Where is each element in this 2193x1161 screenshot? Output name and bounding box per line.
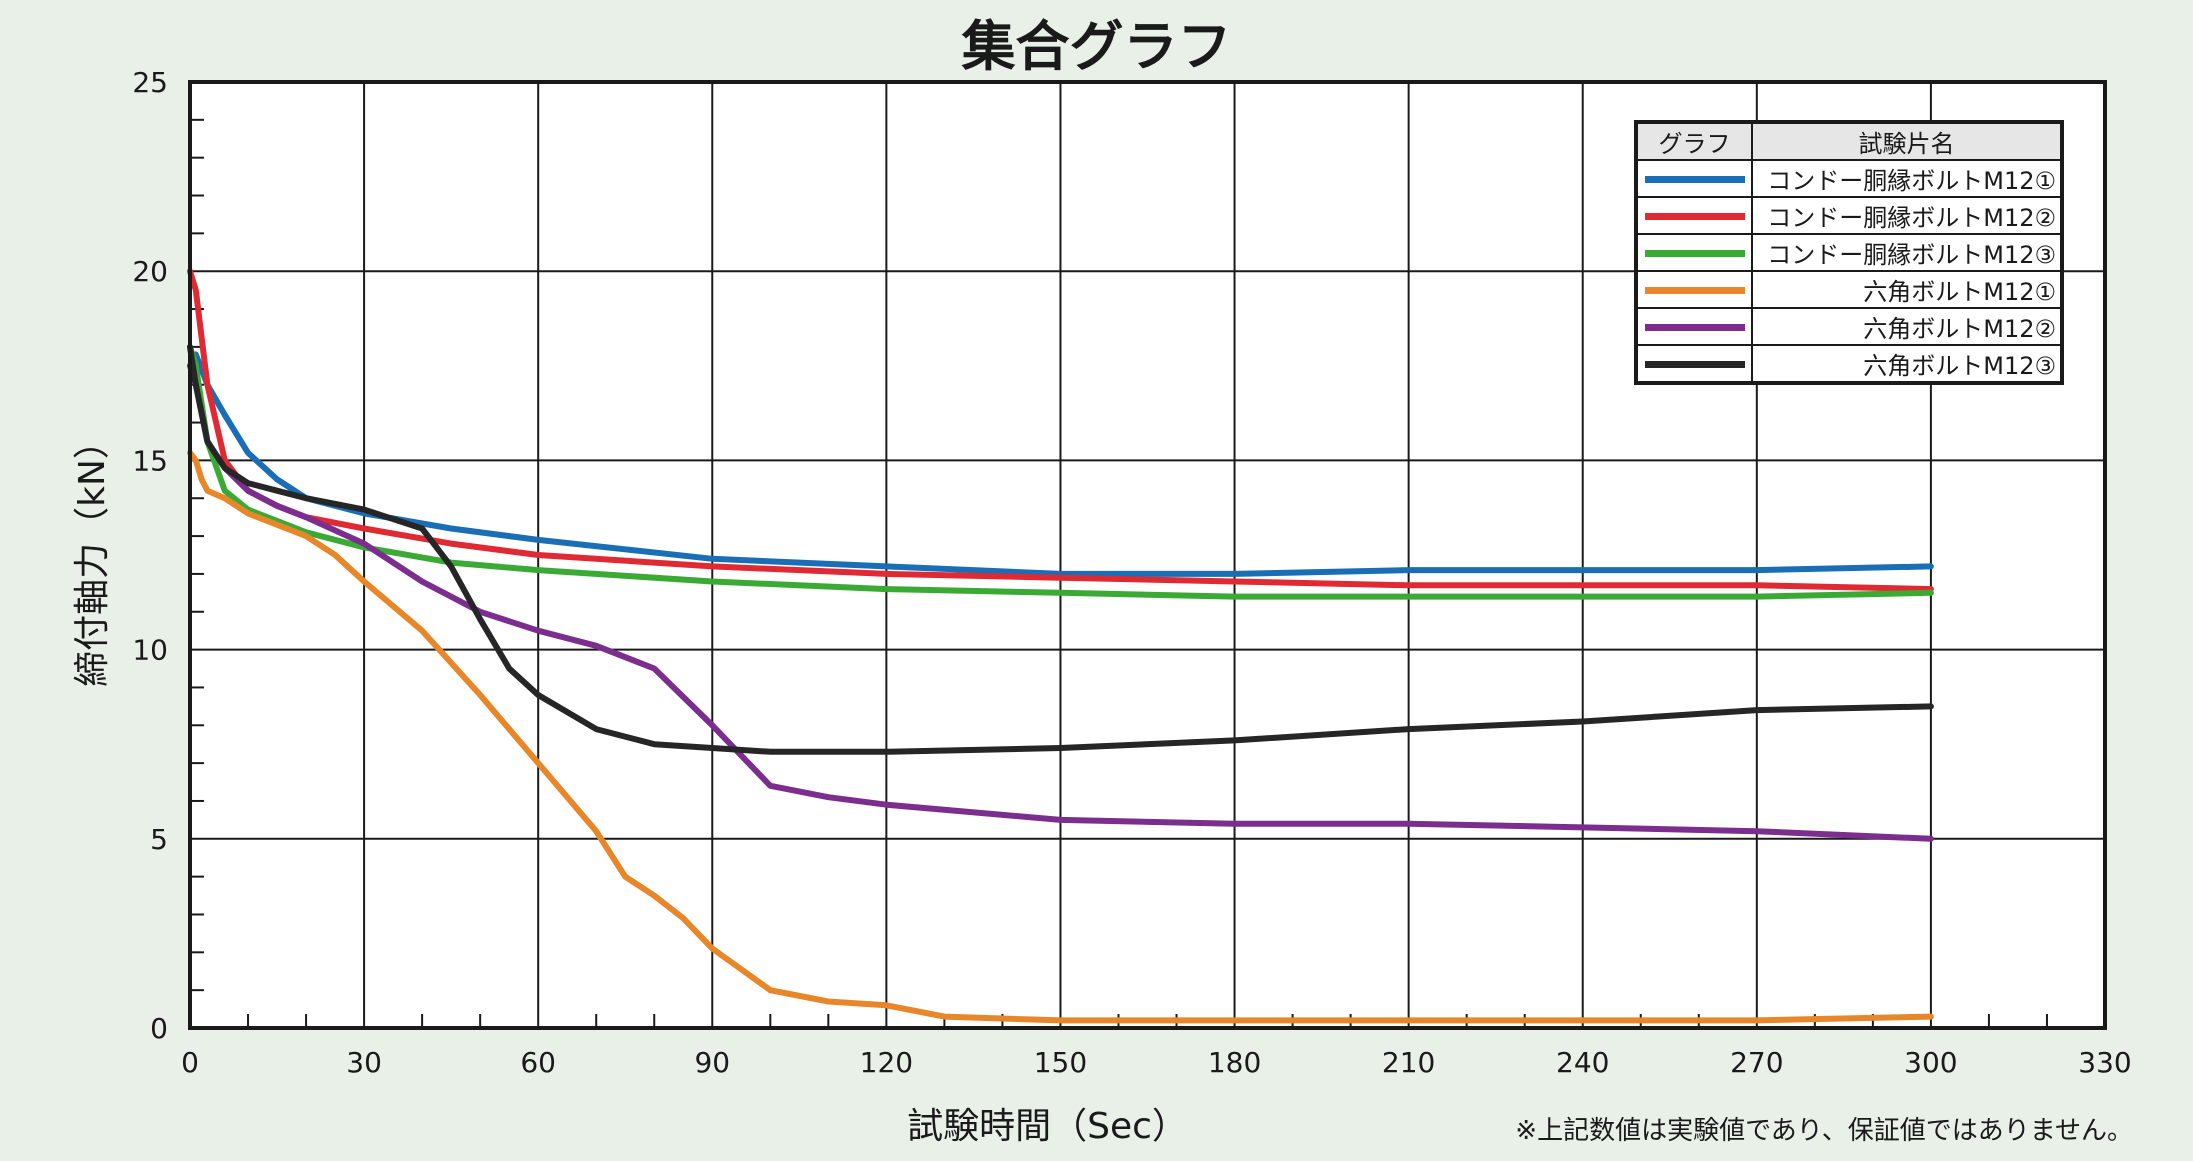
legend-swatch [1644, 213, 1745, 220]
legend-row: 六角ボルトM12① [1635, 270, 2063, 309]
y-tick-label: 10 [132, 634, 168, 667]
legend-row: 六角ボルトM12② [1635, 307, 2063, 346]
y-tick-label: 5 [150, 823, 168, 856]
legend-swatch [1644, 361, 1745, 368]
series-line-6 [187, 343, 1934, 755]
legend-label: コンドー胴縁ボルトM12③ [1751, 233, 2063, 272]
y-tick-label: 15 [132, 444, 168, 477]
x-tick-label: 60 [520, 1046, 556, 1079]
legend-swatch-cell [1635, 270, 1753, 309]
y-tick-label: 20 [132, 255, 168, 288]
x-tick-label: 0 [181, 1046, 199, 1079]
legend-row: コンドー胴縁ボルトM12③ [1635, 233, 2063, 272]
y-tick-label: 0 [150, 1012, 168, 1045]
legend-label: 六角ボルトM12① [1751, 270, 2063, 309]
legend-label: コンドー胴縁ボルトM12① [1751, 159, 2063, 198]
legend-swatch [1644, 287, 1745, 294]
legend: グラフ 試験片名 コンドー胴縁ボルトM12① コンドー胴縁ボルトM12② コンドー胴… [1634, 120, 2064, 385]
series-line-4 [187, 449, 1934, 1024]
legend-header-swatch: グラフ [1635, 121, 1753, 161]
legend-swatch [1644, 324, 1745, 331]
footnote: ※上記数値は実験値であり、保証値ではありません。 [1515, 1116, 2133, 1146]
legend-swatch-cell [1635, 159, 1753, 198]
x-tick-label: 300 [1904, 1046, 1957, 1079]
series-line-5 [187, 362, 1934, 842]
x-tick-label: 330 [2078, 1046, 2131, 1079]
plot-frame [188, 80, 2107, 1030]
series-line-1 [187, 351, 1934, 577]
x-tick-label: 30 [346, 1046, 382, 1079]
y-tick-label: 25 [132, 66, 168, 99]
legend-swatch-cell [1635, 196, 1753, 235]
legend-swatch [1644, 250, 1745, 257]
x-axis-label: 試験時間（Sec） [907, 1106, 1188, 1147]
x-tick-label: 210 [1382, 1046, 1435, 1079]
legend-label: 六角ボルトM12② [1751, 307, 2063, 346]
legend-row: 六角ボルトM12③ [1635, 344, 2063, 384]
x-tick-label: 180 [1208, 1046, 1261, 1079]
legend-label: コンドー胴縁ボルトM12② [1751, 196, 2063, 235]
legend-swatch-cell [1635, 307, 1753, 346]
legend-row: コンドー胴縁ボルトM12② [1635, 196, 2063, 235]
x-tick-label: 120 [860, 1046, 913, 1079]
legend-swatch [1644, 176, 1745, 183]
x-tick-label: 270 [1730, 1046, 1783, 1079]
legend-swatch-cell [1635, 233, 1753, 272]
x-tick-label: 150 [1034, 1046, 1087, 1079]
legend-row: コンドー胴縁ボルトM12① [1635, 159, 2063, 198]
series-line-2 [187, 268, 1934, 593]
legend-header-name: 試験片名 [1751, 121, 2063, 161]
series-line-3 [187, 343, 1934, 600]
legend-swatch-cell [1635, 344, 1753, 384]
legend-label: 六角ボルトM12③ [1751, 344, 2063, 384]
chart-title: 集合グラフ [961, 15, 1232, 78]
x-tick-label: 240 [1556, 1046, 1609, 1079]
x-tick-label: 90 [694, 1046, 730, 1079]
y-axis-label: 締付軸力（kN） [72, 423, 113, 687]
